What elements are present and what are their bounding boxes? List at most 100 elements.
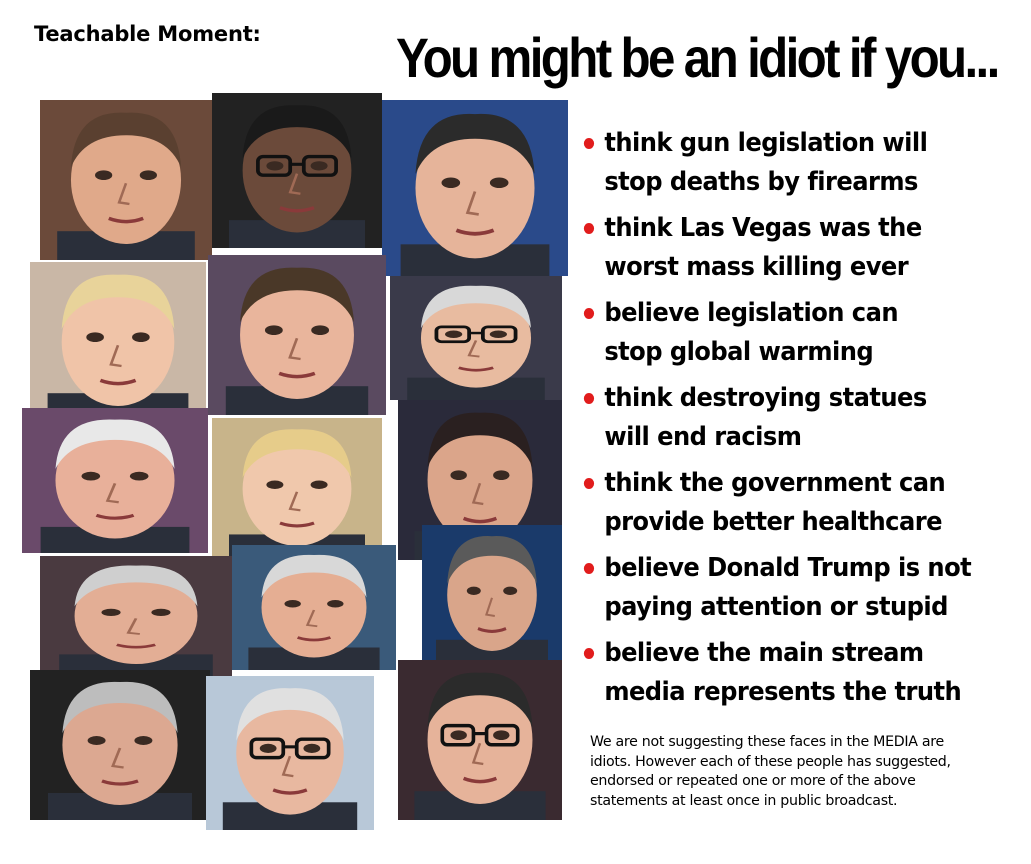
face-shape	[61, 278, 175, 406]
face-photo	[422, 525, 562, 665]
face-photo	[232, 545, 396, 670]
mouth-shape	[272, 788, 308, 795]
face-shape	[62, 685, 178, 805]
note-line: endorsed or repeated one or more of the …	[590, 773, 916, 789]
face-photo	[30, 670, 210, 820]
face-photo	[22, 408, 208, 553]
face-shape	[420, 288, 532, 388]
face-shape	[427, 416, 533, 544]
right-eye-shape	[311, 325, 330, 335]
mouth-shape	[116, 643, 156, 649]
hair-shape	[427, 412, 533, 468]
face-image	[390, 276, 562, 400]
right-eye-shape	[310, 480, 328, 489]
bullet-dot-icon	[583, 223, 595, 234]
right-eye-shape	[489, 177, 509, 188]
face-image	[212, 418, 382, 560]
nose-shape	[288, 337, 301, 361]
face-photo	[212, 93, 382, 248]
left-eye-shape	[450, 730, 467, 740]
mouth-shape	[95, 513, 135, 520]
hair-shape	[55, 419, 175, 469]
face-photo	[206, 676, 374, 830]
face-shape	[261, 557, 367, 658]
bullet-line: will end racism	[604, 422, 802, 452]
face-image	[208, 255, 386, 415]
face-image	[398, 660, 562, 820]
right-eye-shape	[327, 600, 344, 608]
bullet-line: stop global warming	[604, 337, 874, 367]
face-photo	[382, 100, 568, 276]
right-eye-shape	[493, 730, 510, 740]
bullet-item: think the government can provide better h…	[582, 464, 991, 542]
left-eye-shape	[445, 330, 463, 338]
nose-shape	[471, 482, 484, 506]
nose-shape	[109, 344, 122, 368]
glasses-left-lens	[440, 723, 476, 747]
bullet-line: believe Donald Trump is not	[604, 553, 972, 583]
bullet-line: stop deaths by firearms	[604, 167, 918, 197]
right-eye-shape	[134, 736, 153, 745]
right-eye-shape	[139, 170, 157, 180]
nose-shape	[105, 483, 119, 504]
face-image	[206, 676, 374, 830]
right-eye-shape	[132, 332, 150, 342]
left-eye-shape	[81, 471, 101, 481]
hair-shape	[74, 565, 198, 607]
left-eye-shape	[450, 470, 467, 480]
bullet-dot-icon	[583, 563, 595, 574]
left-eye-shape	[87, 736, 106, 745]
bullet-line: think Las Vegas was the	[604, 213, 922, 243]
glasses-left-lens	[434, 325, 472, 344]
bullet-item: believe the main stream media represents …	[582, 634, 991, 712]
hair-shape	[261, 554, 367, 598]
bullet-line: worst mass killing ever	[604, 252, 909, 282]
nose-shape	[288, 491, 301, 512]
note-line: We are not suggesting these faces in the…	[590, 734, 944, 750]
glasses-right-lens	[480, 325, 518, 344]
nose-shape	[305, 609, 318, 628]
bullet-line: believe legislation can	[604, 298, 898, 328]
glasses-right-lens	[294, 737, 331, 760]
face-photo	[398, 660, 562, 820]
bullet-dot-icon	[583, 138, 595, 149]
bullet-dot-icon	[583, 478, 595, 489]
face-photo	[40, 100, 212, 260]
face-image	[40, 100, 212, 260]
hair-shape	[70, 112, 182, 168]
hair-shape	[427, 672, 533, 728]
mouth-shape	[108, 216, 144, 224]
bullet-line: think destroying statues	[604, 383, 927, 413]
mouth-shape	[462, 776, 498, 784]
glasses-left-lens	[249, 737, 286, 760]
nose-shape	[471, 742, 484, 766]
right-eye-shape	[303, 743, 321, 753]
face-photo	[40, 556, 232, 676]
mouth-shape	[458, 366, 494, 372]
bullet-line: media represents the truth	[604, 677, 962, 707]
left-eye-shape	[441, 177, 461, 188]
hair-shape	[242, 429, 352, 478]
hair-shape	[62, 681, 178, 733]
face-shape	[55, 422, 175, 539]
left-eye-shape	[284, 600, 301, 608]
mouth-shape	[477, 627, 507, 633]
bullet-line: think gun legislation will	[604, 128, 928, 158]
disclaimer-note: We are not suggesting these faces in the…	[590, 733, 1010, 811]
left-eye-shape	[101, 608, 121, 616]
shoulders-shape	[407, 377, 545, 400]
face-shape	[447, 539, 537, 651]
bullet-dot-icon	[583, 308, 595, 319]
mouth-shape	[455, 228, 495, 236]
bullet-item: think destroying statues will end racism	[582, 379, 991, 457]
glasses-left-lens	[256, 154, 293, 177]
mouth-shape	[279, 521, 315, 528]
note-line: statements at least once in public broad…	[590, 792, 898, 809]
face-photo	[30, 262, 206, 422]
face-shape	[427, 676, 533, 804]
hair-shape	[61, 274, 175, 330]
glasses-right-lens	[301, 154, 338, 177]
face-shape	[242, 108, 352, 233]
mouth-shape	[462, 516, 498, 524]
left-eye-shape	[264, 325, 283, 335]
